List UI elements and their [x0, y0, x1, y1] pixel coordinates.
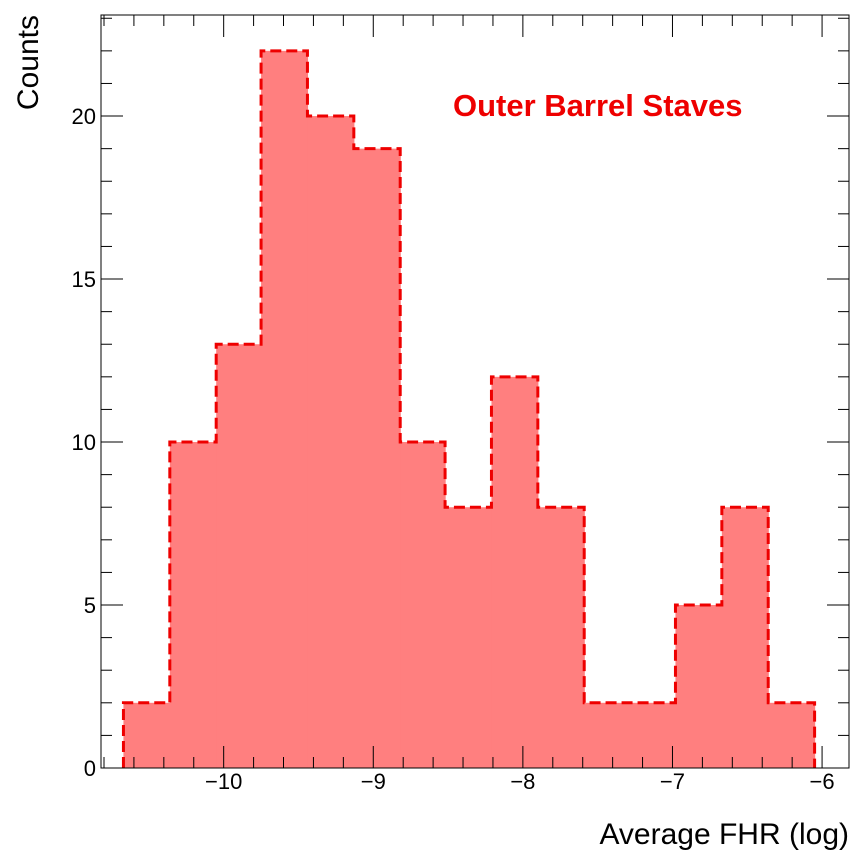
histogram-bin: [169, 442, 217, 768]
histogram-bin: [629, 702, 677, 768]
y-tick-label: 20: [72, 104, 96, 129]
histogram-bin: [537, 507, 585, 768]
x-tick-label: −6: [810, 769, 835, 794]
plot-frame: [100, 14, 850, 769]
histogram-bin: [307, 116, 355, 769]
chart-annotation: Outer Barrel Staves: [453, 88, 742, 123]
x-tick-label: −10: [205, 769, 242, 794]
y-axis-title: Counts: [12, 15, 45, 110]
histogram-bin: [123, 702, 171, 768]
histogram-bin: [216, 344, 262, 768]
histogram-bars: [123, 50, 816, 769]
x-tick-label: −7: [660, 769, 685, 794]
histogram-bin: [584, 702, 630, 768]
histogram-bin: [261, 50, 309, 769]
y-tick-label: 15: [72, 267, 96, 292]
histogram-bin: [491, 376, 539, 768]
x-axis-title: Average FHR (log): [599, 818, 849, 851]
histogram-bin: [675, 605, 723, 768]
y-tick-label: 10: [72, 430, 96, 455]
histogram-bin: [445, 507, 493, 768]
axis-ticks: [101, 15, 849, 769]
histogram-bin: [353, 148, 401, 768]
histogram-bin: [400, 442, 446, 768]
y-tick-label: 0: [84, 756, 96, 781]
y-tick-label: 5: [84, 593, 96, 618]
x-tick-label: −9: [361, 769, 386, 794]
y-tick-labels: 0 5 10 15 20: [72, 104, 96, 781]
x-tick-label: −8: [510, 769, 535, 794]
histogram-bin: [721, 507, 769, 768]
x-tick-labels: −10 −9 −8 −7 −6: [205, 769, 835, 794]
histogram-outline: [121, 49, 817, 768]
